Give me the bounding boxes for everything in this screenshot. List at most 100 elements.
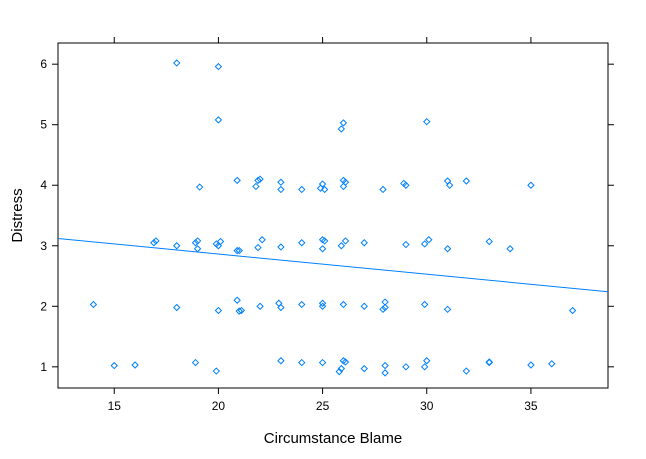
data-point — [318, 245, 327, 253]
data-point — [214, 62, 223, 71]
data-point — [256, 302, 264, 310]
data-point — [216, 237, 225, 246]
data-point — [277, 243, 285, 251]
y-tick-label: 6 — [40, 57, 47, 71]
data-point — [254, 176, 262, 185]
data-point — [212, 240, 221, 248]
data-point — [379, 305, 387, 314]
data-point — [277, 178, 285, 186]
data-point — [337, 364, 346, 373]
data-point — [425, 236, 433, 244]
data-point — [318, 302, 327, 310]
data-point — [235, 246, 243, 255]
data-point — [443, 177, 452, 185]
data-point — [402, 240, 410, 249]
data-point — [339, 119, 348, 127]
data-point — [316, 184, 325, 192]
data-point — [256, 175, 264, 183]
data-point — [131, 361, 139, 369]
data-point — [420, 240, 429, 248]
fit-line — [57, 238, 609, 293]
data-point — [254, 243, 262, 252]
data-point — [443, 305, 452, 314]
data-point — [152, 237, 160, 245]
axis-ticks — [52, 37, 614, 394]
data-point — [233, 246, 241, 255]
data-point — [233, 176, 241, 185]
data-point — [485, 358, 493, 367]
data-point — [89, 300, 98, 309]
data-point — [298, 358, 306, 367]
data-point — [320, 237, 329, 245]
x-tick-label: 35 — [524, 399, 538, 413]
tick-labels: 15 20 25 30 35 1 2 3 4 5 6 — [40, 57, 538, 413]
data-point — [379, 185, 387, 194]
data-point — [527, 181, 535, 189]
data-point — [423, 117, 431, 126]
data-point — [298, 239, 306, 247]
data-point — [233, 296, 241, 304]
data-point — [443, 245, 452, 253]
data-point — [339, 182, 348, 191]
data-point — [195, 183, 204, 191]
x-tick-label: 15 — [108, 399, 122, 413]
data-point — [193, 237, 202, 245]
data-point — [214, 306, 223, 315]
data-point — [318, 358, 327, 367]
data-point — [341, 237, 350, 245]
data-point — [337, 242, 346, 250]
data-point — [277, 303, 285, 312]
data-point — [548, 360, 556, 368]
data-point — [568, 306, 577, 315]
data-point — [193, 245, 202, 253]
data-point — [318, 299, 327, 307]
data-point — [423, 357, 431, 365]
plot-frame — [57, 42, 609, 389]
data-point — [381, 361, 389, 370]
x-axis-label: Circumstance Blame — [264, 430, 402, 447]
data-point — [527, 361, 535, 369]
y-tick-label: 1 — [40, 360, 47, 374]
y-tick-label: 3 — [40, 239, 47, 253]
x-tick-label: 25 — [316, 399, 330, 413]
data-point — [212, 367, 221, 375]
data-point — [381, 369, 389, 377]
data-point — [235, 307, 243, 315]
y-axis-label: Distress — [9, 188, 26, 242]
data-point — [173, 59, 181, 67]
data-point — [360, 364, 368, 373]
data-point — [485, 237, 493, 246]
data-point — [237, 306, 246, 315]
data-point — [275, 299, 283, 307]
data-point — [506, 245, 514, 253]
data-point — [462, 367, 471, 375]
data-point — [173, 303, 181, 312]
data-point — [298, 300, 306, 309]
data-point — [277, 357, 285, 365]
data-point — [341, 358, 350, 366]
data-point — [277, 185, 285, 194]
data-point — [320, 185, 329, 194]
y-tick-label: 4 — [40, 178, 47, 192]
y-tick-label: 5 — [40, 118, 47, 132]
data-point — [214, 116, 223, 124]
data-point — [335, 367, 343, 376]
data-point — [191, 358, 200, 367]
x-tick-label: 20 — [212, 399, 226, 413]
data-point — [360, 302, 368, 310]
data-point — [420, 363, 429, 371]
data-point — [173, 242, 181, 250]
data-point — [445, 181, 454, 189]
y-tick-label: 2 — [40, 299, 47, 313]
data-point — [420, 300, 429, 309]
data-point — [150, 239, 158, 247]
data-point — [258, 236, 266, 244]
x-tick-label: 30 — [420, 399, 434, 413]
data-point — [462, 177, 471, 185]
data-point — [402, 181, 410, 189]
data-point — [191, 239, 200, 247]
data-point — [298, 185, 306, 194]
data-points — [89, 59, 577, 377]
data-point — [337, 125, 346, 133]
